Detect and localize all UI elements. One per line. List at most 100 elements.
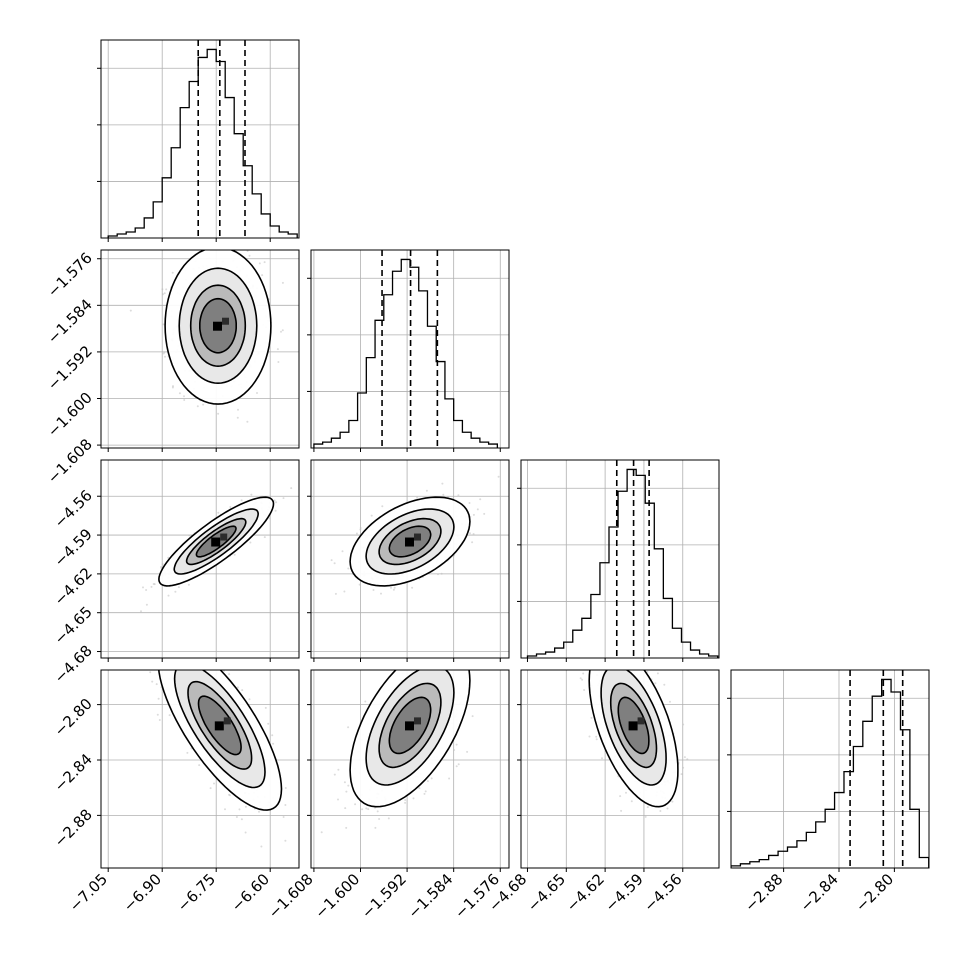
sample-point (275, 501, 278, 504)
sample-point (455, 765, 458, 768)
sample-point (197, 655, 199, 657)
sample-point (423, 792, 426, 795)
sample-point (415, 660, 417, 662)
panel-frame (310, 669, 510, 869)
sample-point (456, 640, 458, 642)
panel-grid (311, 460, 509, 658)
sample-point (333, 773, 336, 776)
panel-grid (101, 460, 299, 658)
sample-point (601, 757, 603, 760)
sample-point (250, 493, 253, 496)
sample-point (273, 499, 276, 502)
panel-content (140, 487, 293, 613)
sample-point (656, 672, 659, 675)
sample-point (359, 528, 362, 531)
sample-point (414, 649, 416, 651)
sample-point (258, 810, 260, 813)
sample-point (241, 689, 244, 692)
sample-point (140, 610, 142, 613)
panel-3-0 (97, 638, 300, 872)
sample-point (343, 590, 346, 593)
sample-point (145, 589, 148, 591)
sample-point (193, 667, 195, 669)
sample-point (240, 818, 243, 821)
sample-point (174, 640, 176, 642)
sample-point (261, 274, 264, 277)
sample-point (235, 816, 238, 818)
sample-point (284, 787, 287, 789)
sample-point (282, 497, 285, 500)
sample-point (263, 536, 266, 539)
panel-content (320, 639, 474, 834)
sample-point (330, 559, 333, 562)
sample-point (345, 790, 348, 793)
sample-point (437, 573, 439, 576)
panel-2-2 (517, 459, 720, 662)
sample-point (412, 797, 415, 800)
sample-point (188, 534, 191, 537)
panel-3-1 (307, 639, 510, 872)
sample-point (233, 553, 236, 556)
sample-point (359, 527, 362, 529)
panel-content (129, 215, 284, 423)
sample-point (236, 686, 239, 689)
sample-point (468, 667, 470, 669)
sample-point (646, 646, 648, 648)
sample-point (168, 714, 171, 717)
sample-point (218, 668, 220, 670)
panel-content (579, 646, 689, 818)
sample-point (277, 361, 280, 363)
density-peak (222, 317, 229, 325)
sample-point (365, 807, 368, 810)
sample-point (341, 550, 344, 553)
sample-point (129, 309, 132, 312)
panel-grid (521, 460, 719, 658)
sample-point (172, 641, 174, 643)
sample-point (663, 683, 666, 686)
sample-point (152, 583, 155, 585)
sample-point (457, 763, 460, 766)
sample-point (441, 482, 444, 485)
sample-point (228, 666, 230, 668)
sample-point (240, 499, 243, 502)
sample-point (253, 215, 255, 217)
panel-frame (100, 669, 300, 869)
sample-point (177, 586, 180, 589)
sample-point (646, 670, 649, 673)
density-peak (414, 717, 421, 725)
sample-point (202, 403, 205, 406)
sample-point (164, 355, 166, 358)
sample-point (176, 638, 178, 640)
sample-point (469, 532, 471, 535)
sample-point (417, 653, 419, 655)
sample-point (187, 665, 189, 667)
sample-point (392, 588, 395, 591)
sample-point (428, 639, 430, 641)
sample-point (343, 781, 346, 784)
sample-point (432, 664, 434, 666)
sample-point (471, 715, 474, 718)
sample-point (483, 512, 486, 515)
sample-point (260, 845, 263, 848)
sample-point (443, 662, 445, 664)
panel-content (135, 638, 287, 848)
sample-point (337, 798, 339, 801)
sample-point (135, 659, 137, 661)
sample-point (437, 662, 439, 664)
sample-point (172, 645, 174, 647)
density-peak (211, 537, 221, 547)
sample-point (174, 590, 177, 593)
sample-point (236, 247, 238, 249)
sample-point (186, 751, 189, 754)
sample-point (249, 541, 252, 544)
sample-point (423, 665, 425, 667)
sample-point (150, 585, 153, 588)
panel-frame (100, 249, 300, 449)
sample-point (267, 722, 270, 725)
sample-point (390, 586, 392, 589)
sample-point (272, 742, 275, 745)
sample-point (205, 664, 207, 666)
sample-point (274, 509, 277, 512)
density-peak (405, 721, 414, 731)
